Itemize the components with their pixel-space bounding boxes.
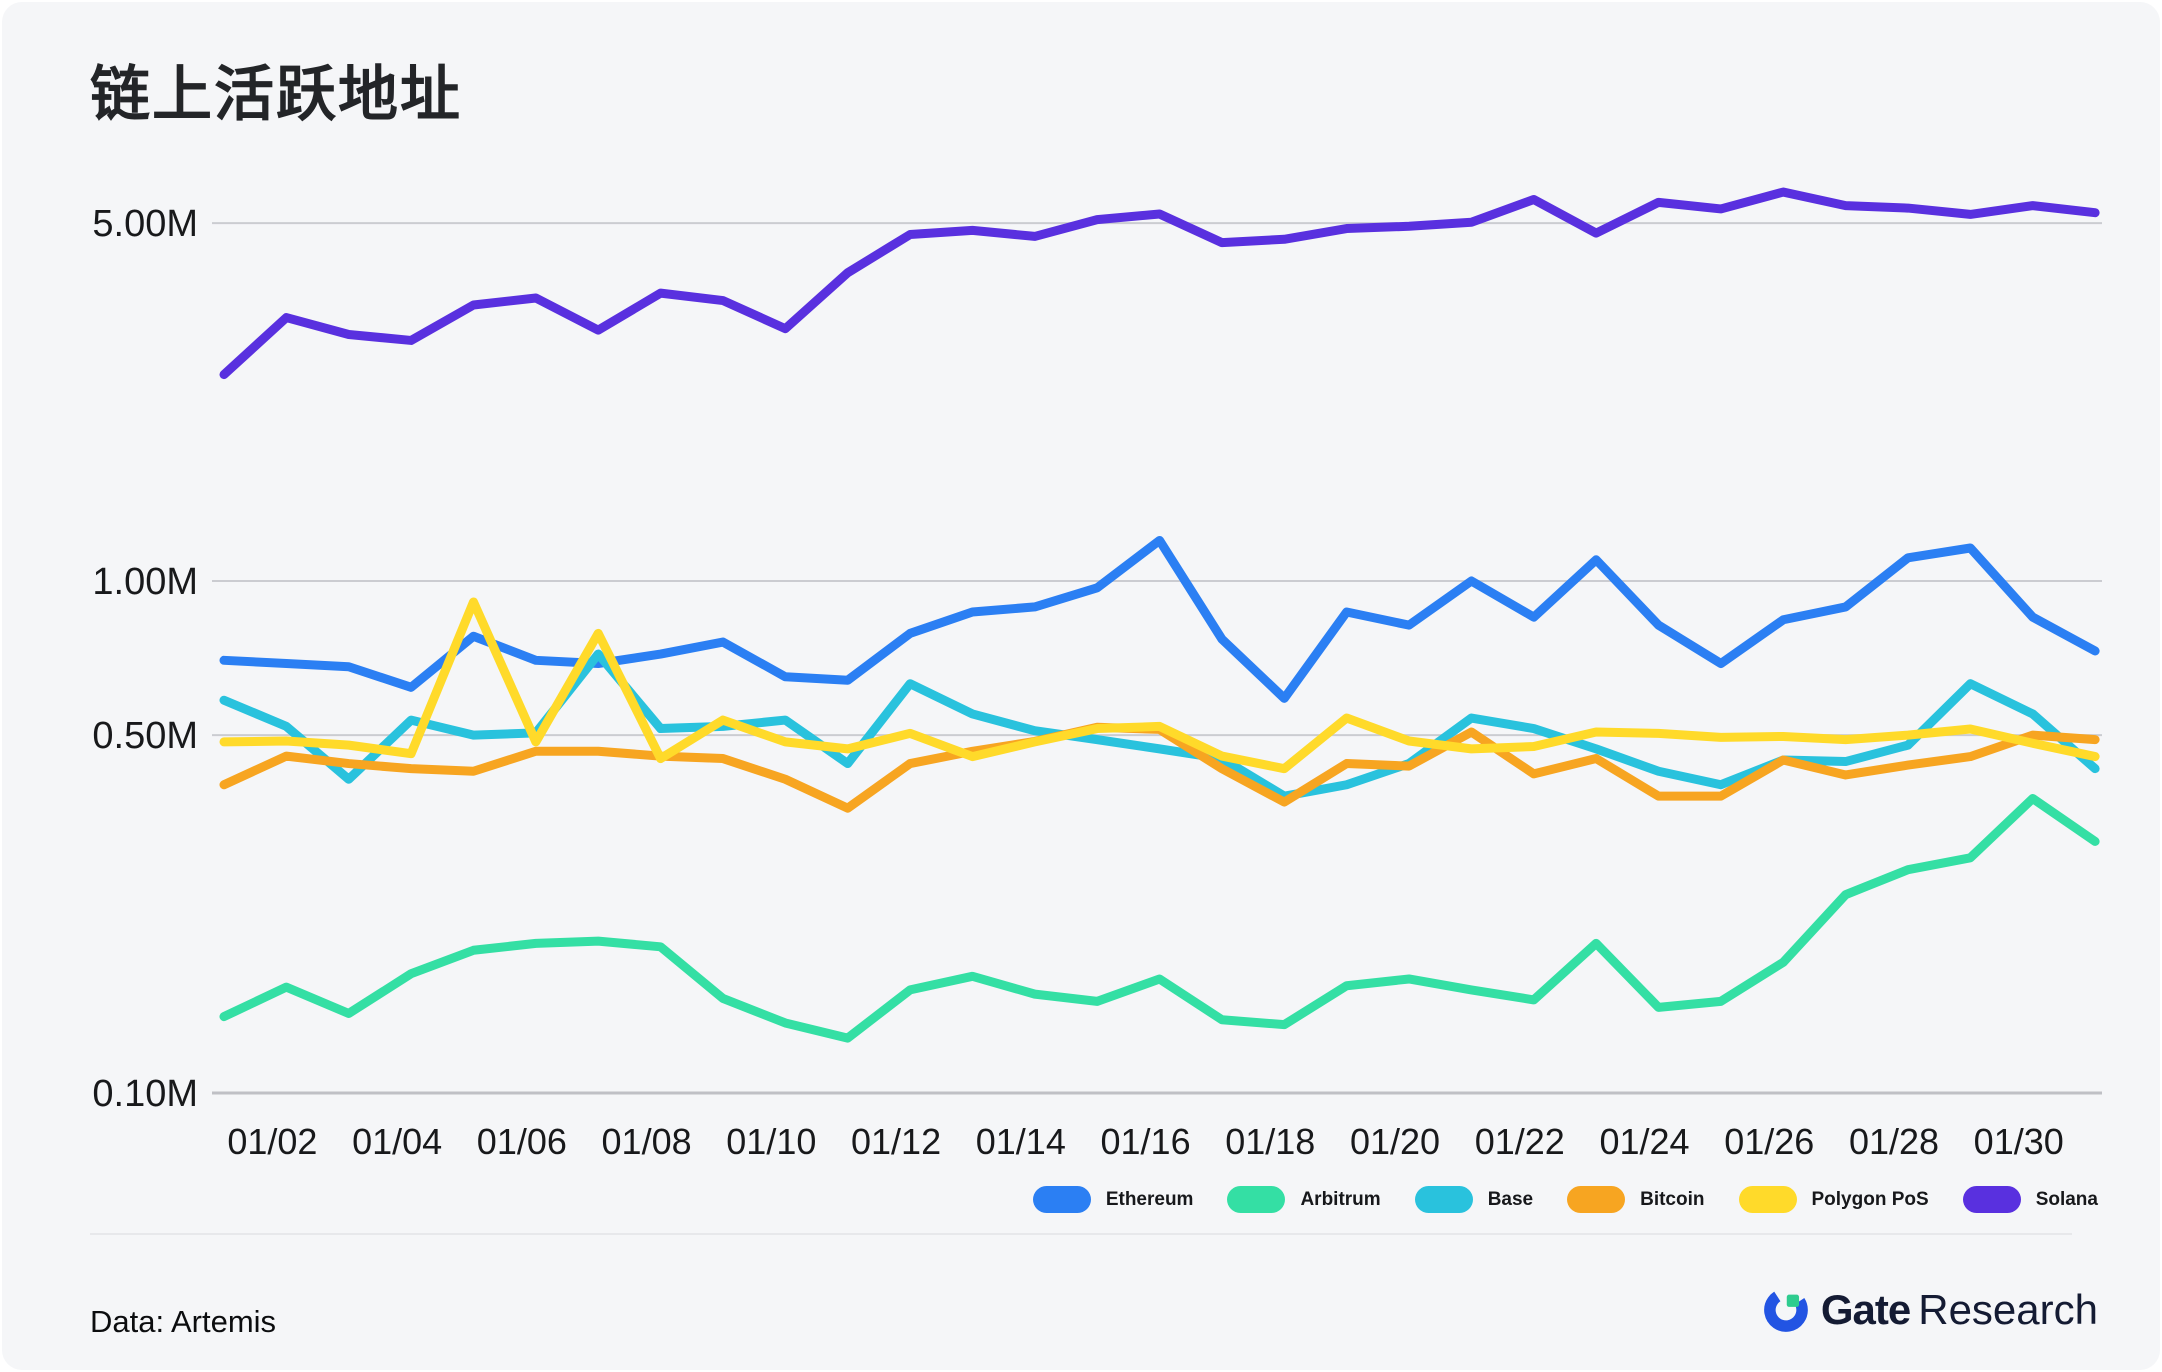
legend-label: Base [1487,1188,1534,1210]
ethereum-color-pill [1032,1186,1091,1213]
x-axis-labels: 01/02 01/04 01/06 01/08 01/10 01/12 01/14 01/16… [227,1121,2063,1162]
x-tick-label: 01/30 [1974,1121,2064,1162]
gate-research-logo: Gate Research [1763,1286,2098,1334]
legend-label: Arbitrum [1300,1188,1381,1210]
x-tick-label: 01/02 [227,1121,317,1162]
series-line-arbitrum [219,794,2100,1043]
legend-item-solana[interactable]: Solana [1962,1186,2098,1213]
x-tick-label: 01/20 [1350,1121,1440,1162]
arbitrum-color-pill [1227,1186,1286,1213]
legend-item-base[interactable]: Base [1414,1186,1534,1213]
y-tick-label: 5.00M [92,203,198,245]
x-tick-label: 01/08 [602,1121,692,1162]
solana-color-pill [1962,1186,2021,1213]
series-line-polygon-pos [219,597,2100,774]
base-color-pill [1414,1186,1473,1213]
x-tick-label: 01/24 [1599,1121,1689,1162]
y-tick-label: 1.00M [92,561,198,603]
page-title: 链上活跃地址 [90,61,462,128]
x-tick-label: 01/04 [352,1121,442,1162]
series-line-ethereum [219,535,2100,703]
x-tick-label: 01/06 [477,1121,567,1162]
x-tick-label: 01/10 [726,1121,816,1162]
legend-label: Bitcoin [1640,1188,1705,1210]
legend-label: Polygon PoS [1811,1188,1929,1210]
x-tick-label: 01/12 [851,1121,941,1162]
x-tick-label: 01/22 [1475,1121,1565,1162]
legend-item-polygon-pos[interactable]: Polygon PoS [1738,1186,1929,1213]
y-tick-label: 0.50M [92,715,198,757]
brand-research: Research [1918,1286,2098,1333]
x-tick-label: 01/28 [1849,1121,1939,1162]
brand-gate: Gate [1820,1286,1911,1333]
polygon-pos-color-pill [1738,1186,1797,1213]
legend-item-bitcoin[interactable]: Bitcoin [1567,1186,1705,1213]
footer-divider [90,1233,2072,1235]
legend-label: Ethereum [1105,1188,1194,1210]
x-tick-label: 01/18 [1225,1121,1315,1162]
chart-legend: Ethereum Arbitrum Base Bitcoin Polygon P… [1032,1186,2098,1213]
gate-logo-icon [1764,1288,1808,1332]
legend-item-arbitrum[interactable]: Arbitrum [1227,1186,1381,1213]
x-tick-label: 01/26 [1724,1121,1814,1162]
chart-area: 5.00M 1.00M 0.50M 0.10M 01/02 01/04 01/06 01/0… [2,2,2162,1172]
data-source-label: Data: Artemis [90,1304,277,1339]
brand-text: Gate Research [1821,1286,2098,1334]
bitcoin-color-pill [1567,1186,1626,1213]
x-tick-label: 01/14 [976,1121,1066,1162]
x-tick-label: 01/16 [1101,1121,1191,1162]
series-lines [219,187,2100,1043]
series-line-solana [219,187,2100,380]
legend-item-ethereum[interactable]: Ethereum [1032,1186,1194,1213]
y-tick-label: 0.10M [92,1073,198,1115]
legend-label: Solana [2035,1188,2098,1210]
y-axis-labels: 5.00M 1.00M 0.50M 0.10M [92,203,198,1115]
